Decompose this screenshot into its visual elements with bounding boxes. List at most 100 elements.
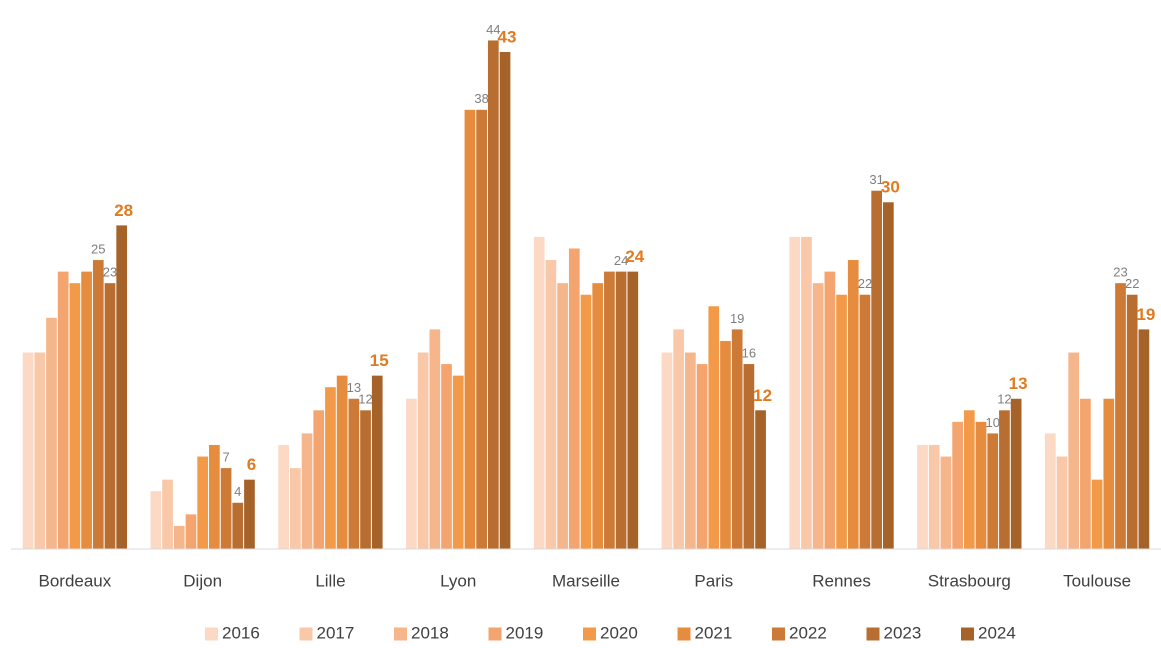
- bar: [92, 260, 104, 549]
- bar: [824, 271, 836, 549]
- bar: [197, 456, 209, 549]
- legend-swatch: [205, 627, 218, 641]
- bar: [836, 294, 847, 549]
- bar: [871, 190, 883, 549]
- data-label: 15: [370, 351, 389, 370]
- data-label: 30: [881, 178, 900, 197]
- x-tick-label: Bordeaux: [38, 571, 111, 590]
- bar: [325, 387, 336, 549]
- data-label: 38: [474, 91, 488, 106]
- data-label: 4: [234, 484, 241, 499]
- bar: [627, 271, 639, 549]
- bar: [604, 271, 615, 549]
- legend-label: 2019: [506, 623, 544, 642]
- data-label: 12: [997, 392, 1011, 407]
- data-label: 12: [753, 386, 772, 405]
- bar: [57, 271, 69, 549]
- bar: [963, 410, 975, 549]
- bar: [1126, 294, 1138, 549]
- bar: [476, 109, 487, 550]
- legend-label: 2017: [317, 623, 355, 642]
- bar: [452, 375, 464, 549]
- bar: [731, 329, 743, 549]
- data-label: 23: [1113, 265, 1127, 280]
- bar: [755, 410, 766, 549]
- x-tick-label: Toulouse: [1063, 571, 1131, 590]
- bar: [22, 352, 34, 549]
- bar: [173, 525, 185, 549]
- data-label: 22: [1125, 276, 1139, 291]
- x-tick-label: Strasbourg: [928, 571, 1011, 590]
- bar: [185, 514, 197, 549]
- bar: [406, 398, 417, 549]
- legend-swatch: [677, 627, 691, 641]
- x-tick-label: Paris: [694, 571, 733, 590]
- bar: [46, 317, 57, 549]
- bar: [244, 479, 255, 549]
- bar: [1010, 398, 1022, 549]
- legend-swatch: [961, 627, 974, 641]
- bar: [104, 283, 116, 549]
- bar: [685, 352, 696, 549]
- legend-label: 2023: [884, 623, 922, 642]
- bar: [592, 283, 604, 549]
- bar: [1138, 329, 1150, 549]
- bar: [429, 329, 441, 549]
- bar: [580, 294, 592, 549]
- bar: [673, 329, 685, 549]
- bar: [162, 479, 173, 549]
- bar: [708, 306, 720, 549]
- data-label: 12: [358, 392, 372, 407]
- data-label: 10: [985, 415, 999, 430]
- x-tick-label: Lille: [315, 571, 345, 590]
- bar: [278, 444, 289, 549]
- data-label: 24: [614, 253, 628, 268]
- bar: [1044, 433, 1056, 549]
- bar: [209, 444, 220, 549]
- legend-label: 2016: [222, 623, 260, 642]
- bar: [1056, 456, 1068, 549]
- data-label: 22: [858, 276, 872, 291]
- data-label: 6: [247, 455, 256, 474]
- x-tick-label: Marseille: [552, 571, 620, 590]
- bar: [69, 283, 81, 549]
- data-label: 23: [103, 265, 117, 280]
- bar: [220, 468, 232, 549]
- bar: [441, 364, 452, 549]
- bar: [336, 375, 348, 549]
- bar: [1115, 283, 1126, 549]
- bar: [301, 433, 313, 549]
- data-label: 19: [730, 311, 744, 326]
- data-label: 24: [625, 247, 644, 266]
- bar: [1068, 352, 1080, 549]
- legend-label: 2020: [600, 623, 638, 642]
- legend-swatch: [866, 627, 880, 641]
- bar: [1091, 479, 1103, 549]
- bar: [847, 260, 859, 549]
- bar: [812, 283, 824, 549]
- legend-swatch: [772, 627, 785, 641]
- bar: [533, 236, 545, 550]
- data-label: 19: [1136, 305, 1155, 324]
- data-label: 25: [91, 241, 105, 256]
- bar: [917, 444, 928, 549]
- bar: [348, 398, 360, 549]
- legend-swatch: [394, 627, 407, 641]
- bar: [150, 491, 162, 549]
- data-label: 16: [742, 346, 756, 361]
- bar: [568, 248, 580, 549]
- bar: [801, 236, 812, 550]
- data-label: 44: [486, 22, 500, 37]
- bar: [557, 283, 568, 549]
- bar: [859, 294, 871, 549]
- bar: [1103, 398, 1115, 549]
- x-tick-label: Dijon: [183, 571, 222, 590]
- data-label: 13: [1009, 374, 1028, 393]
- bar: [34, 352, 46, 549]
- legend-label: 2021: [695, 623, 733, 642]
- x-tick-label: Lyon: [440, 571, 476, 590]
- bar: [116, 225, 128, 549]
- bar: [928, 444, 940, 549]
- bar: [952, 421, 963, 549]
